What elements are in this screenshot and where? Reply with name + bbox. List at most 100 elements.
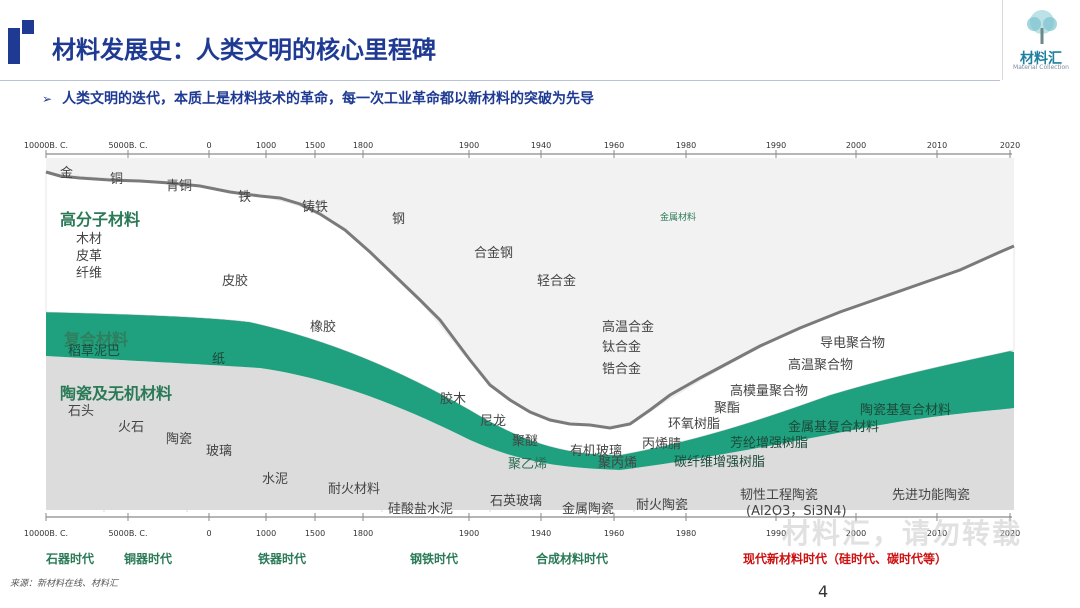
- source-note: 来源：新材料在线、材料汇: [10, 579, 119, 589]
- era-steel: 钢铁时代: [409, 552, 459, 566]
- subtitle-text: 人类文明的迭代，本质上是材料技术的革命，每一次工业革命都以新材料的突破为先导: [62, 91, 595, 107]
- axis-label-top: 1500: [304, 141, 326, 150]
- metal-label: 金: [60, 166, 74, 181]
- axis-label-top: 5000B. C.: [108, 141, 148, 150]
- ceramic-label: 石英玻璃: [490, 494, 543, 509]
- composite-label: 稻草泥巴: [68, 344, 121, 359]
- polymer-label: 聚乙烯: [508, 457, 548, 472]
- metal-label: 钢: [392, 212, 406, 227]
- logo-text: 材料汇: [1020, 51, 1062, 67]
- composite-label: 金属基复合材料: [788, 420, 880, 435]
- axis-label-bottom: 1900: [458, 529, 480, 538]
- axis-label-bottom: 1800: [352, 529, 374, 538]
- axis-label-bottom: 1500: [304, 529, 326, 538]
- axis-label-bottom: 0: [206, 529, 212, 538]
- era-iron: 铁器时代: [257, 552, 307, 566]
- polymer-label: 聚丙烯: [598, 456, 638, 471]
- ceramic-label: 火石: [118, 420, 145, 435]
- polymer-label: 尼龙: [480, 414, 507, 429]
- axis-label-top: 1980: [675, 141, 697, 150]
- polymer-label: 橡胶: [310, 320, 337, 335]
- polymer-label: 聚酯: [714, 401, 741, 416]
- metal-label: 铸铁: [302, 200, 329, 215]
- tree-icon: [1027, 10, 1057, 44]
- axis-label-bottom: 2000: [845, 529, 867, 538]
- era-synthetic: 合成材料时代: [535, 552, 609, 566]
- ceramic-label: 石头: [68, 404, 95, 419]
- metal-label: 钛合金: [602, 340, 642, 355]
- axis-label-top: 2020: [999, 141, 1021, 150]
- polymer-label: 木材: [76, 232, 103, 247]
- subtitle: ➢ 人类文明的迭代，本质上是材料技术的革命，每一次工业革命都以新材料的突破为先导: [42, 88, 594, 108]
- axis-label-top: 1800: [352, 141, 374, 150]
- era-stone: 石器时代: [45, 552, 95, 566]
- ceramic-label: 韧性工程陶瓷: [740, 488, 819, 503]
- axis-label-top: 1900: [458, 141, 480, 150]
- metal-label: 铜: [110, 172, 124, 187]
- axis-label-bottom: 1980: [675, 529, 697, 538]
- axis-label-bottom: 1990: [765, 529, 787, 538]
- category-composite: 复合材料: [64, 330, 129, 349]
- polymer-label: 皮胶: [222, 274, 249, 289]
- page-title: 材料发展史：人类文明的核心里程碑: [52, 36, 436, 64]
- ceramic-label: (Al2O3，Si3N4): [746, 504, 847, 519]
- ceramic-label: 先进功能陶瓷: [892, 488, 971, 503]
- composite-label: 纸: [212, 352, 226, 367]
- polymer-label: 导电聚合物: [820, 336, 886, 351]
- watermark: 材料汇，请勿转载: [782, 517, 1023, 550]
- polymer-label: 高模量聚合物: [730, 384, 809, 399]
- composite-label: 碳纤维增强树脂: [674, 455, 766, 470]
- polymer-label: 胶木: [440, 392, 467, 407]
- axis-label-top: 1000: [255, 141, 277, 150]
- era-copper: 铜器时代: [123, 552, 173, 566]
- metal-label: 高温合金: [602, 320, 655, 335]
- ceramic-label: 金属陶瓷: [562, 502, 615, 517]
- ceramic-label: 耐火陶瓷: [636, 498, 689, 513]
- composite-label: 陶瓷基复合材料: [860, 403, 952, 418]
- axis-label-bottom: 1000: [255, 529, 277, 538]
- polymer-label: 高温聚合物: [788, 358, 854, 373]
- arrow-icon: ➢: [42, 92, 53, 106]
- axis-label-bottom: 2010: [926, 529, 948, 538]
- axis-label-top: 1960: [603, 141, 625, 150]
- metal-material-label: 金属材料: [660, 213, 697, 223]
- axis-label-top: 1990: [765, 141, 787, 150]
- ceramic-label: 水泥: [262, 472, 289, 487]
- axis-label-top: 2000: [845, 141, 867, 150]
- title-accent-square: [22, 20, 34, 34]
- polymer-label: 丙烯腈: [642, 437, 682, 452]
- metal-label: 青铜: [166, 179, 193, 194]
- axis-label-top: 10000B. C.: [23, 141, 69, 150]
- ceramic-label: 耐火材料: [328, 482, 381, 497]
- axis-label-bottom: 1960: [603, 529, 625, 538]
- polymer-label: 聚醚: [512, 434, 539, 449]
- category-ceramic: 陶瓷及无机材料: [60, 384, 173, 403]
- ceramic-label: 硅酸盐水泥: [388, 502, 454, 517]
- metal-label: 铁: [238, 190, 252, 205]
- polymer-label: 皮革: [76, 249, 103, 264]
- axis-label-top: 2010: [926, 141, 948, 150]
- axis-label-bottom: 5000B. C.: [108, 529, 148, 538]
- category-polymer: 高分子材料: [60, 210, 141, 229]
- axis-label-bottom: 2020: [999, 529, 1021, 538]
- era-modern: 现代新材料时代（硅时代、碳时代等）: [742, 552, 948, 566]
- metal-label: 轻合金: [537, 274, 577, 289]
- polymer-label: 有机玻璃: [570, 444, 623, 459]
- title-accent-bar: [8, 28, 20, 64]
- composite-label: 芳纶增强树脂: [730, 436, 809, 451]
- axis-label-top: 0: [206, 141, 212, 150]
- header-divider: [0, 80, 1000, 81]
- polymer-label: 环氧树脂: [668, 417, 721, 432]
- logo-box: [1002, 0, 1080, 80]
- ceramic-label: 玻璃: [206, 444, 233, 459]
- logo-subtitle: Material Collection: [1013, 64, 1069, 71]
- axis-label-bottom: 10000B. C.: [23, 529, 69, 538]
- axis-label-bottom: 1940: [530, 529, 552, 538]
- ceramic-label: 陶瓷: [166, 432, 193, 447]
- metal-label: 合金钢: [474, 246, 514, 261]
- axis-label-top: 1940: [530, 141, 552, 150]
- metal-label: 锆合金: [602, 362, 642, 377]
- polymer-label: 纤维: [76, 266, 103, 281]
- page-number: 4: [818, 582, 829, 601]
